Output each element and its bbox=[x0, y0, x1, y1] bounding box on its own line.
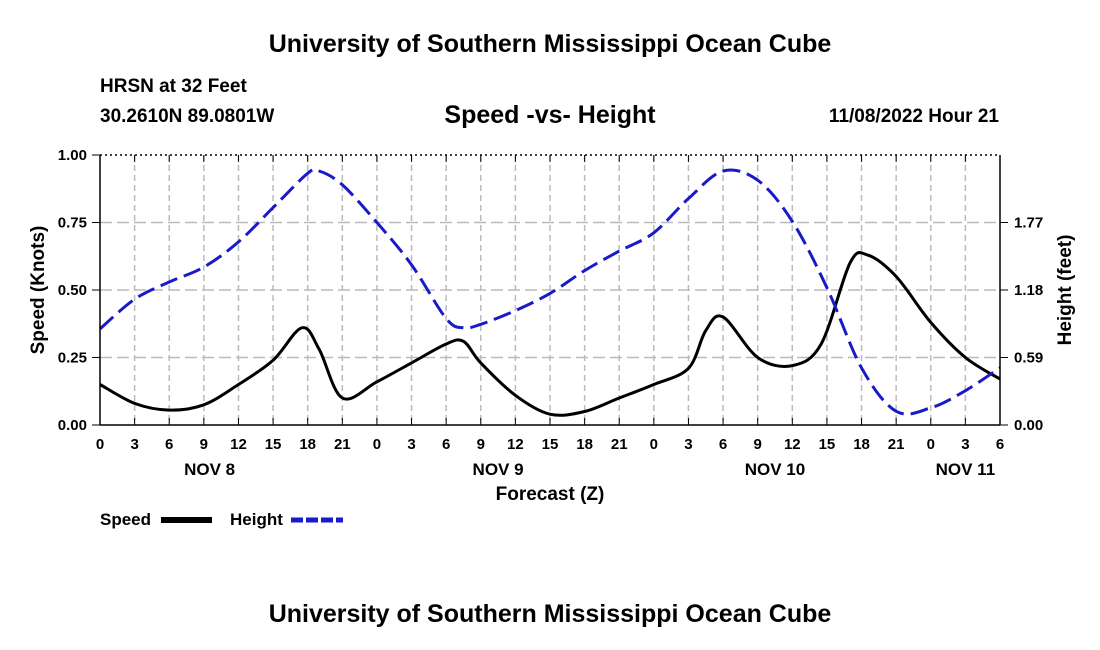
x-tick-label: 0 bbox=[927, 436, 935, 453]
x-tick-label: 18 bbox=[299, 436, 316, 453]
x-tick-label: 6 bbox=[165, 436, 173, 453]
date-label: NOV 11 bbox=[936, 460, 996, 479]
speed-series-line bbox=[99, 251, 1001, 417]
date-label: NOV 8 bbox=[184, 460, 235, 479]
station-coordinates: 30.2610N 89.0801W bbox=[100, 106, 275, 127]
x-tick-label: 12 bbox=[507, 436, 524, 453]
y2-tick-label: 1.77 bbox=[1014, 215, 1043, 232]
y2-tick-label: 0.00 bbox=[1014, 417, 1043, 434]
x-axis-title: Forecast (Z) bbox=[496, 484, 605, 505]
footer-title: University of Southern Mississippi Ocean… bbox=[268, 600, 832, 628]
x-tick-label: 15 bbox=[265, 436, 282, 453]
x-tick-label: 6 bbox=[442, 436, 450, 453]
x-tick-label: 6 bbox=[996, 436, 1004, 453]
y-tick-label: 0.75 bbox=[58, 215, 87, 232]
y-tick-label: 1.00 bbox=[58, 147, 87, 164]
legend-speed-label: Speed bbox=[100, 510, 151, 529]
x-tick-label: 0 bbox=[650, 436, 658, 453]
date-label: NOV 9 bbox=[473, 460, 524, 479]
station-label: HRSN at 32 Feet bbox=[100, 76, 247, 97]
y-tick-label: 0.00 bbox=[58, 417, 87, 434]
x-tick-label: 12 bbox=[230, 436, 247, 453]
y-tick-label: 0.25 bbox=[58, 350, 87, 367]
date-label: NOV 10 bbox=[745, 460, 805, 479]
legend-height-label: Height bbox=[230, 510, 283, 529]
x-tick-label: 15 bbox=[819, 436, 836, 453]
x-tick-label: 9 bbox=[477, 436, 485, 453]
chart-subtitle: Speed -vs- Height bbox=[444, 101, 656, 129]
y2-tick-label: 0.59 bbox=[1014, 350, 1043, 367]
speed-height-chart: 0 3 6 9 12 15 18 21 0 3 6 9 12 15 18 21 0 3 6 9 12 15 18 21 0 3 6N… bbox=[28, 147, 1076, 529]
x-tick-label: 21 bbox=[611, 436, 628, 453]
series-lines bbox=[99, 167, 1001, 417]
x-tick-label: 18 bbox=[853, 436, 870, 453]
x-tick-label: 3 bbox=[684, 436, 692, 453]
x-tick-label: 21 bbox=[334, 436, 351, 453]
right-axis-title: Height (feet) bbox=[1055, 235, 1076, 346]
y-tick-label: 0.50 bbox=[58, 282, 87, 299]
x-tick-label: 0 bbox=[373, 436, 381, 453]
x-tick-label: 0 bbox=[96, 436, 104, 453]
plot-frame bbox=[92, 154, 1008, 426]
x-tick-label: 3 bbox=[130, 436, 138, 453]
x-tick-label: 9 bbox=[200, 436, 208, 453]
page-title: University of Southern Mississippi Ocean… bbox=[268, 30, 832, 58]
height-series-line bbox=[99, 167, 1001, 416]
x-tick-label: 21 bbox=[888, 436, 905, 453]
forecast-timestamp: 11/08/2022 Hour 21 bbox=[828, 106, 999, 127]
x-tick-label: 15 bbox=[542, 436, 559, 453]
x-tick-label: 18 bbox=[576, 436, 593, 453]
x-tick-label: 9 bbox=[754, 436, 762, 453]
y2-tick-label: 1.18 bbox=[1014, 282, 1043, 299]
left-axis-title: Speed (Knots) bbox=[28, 226, 49, 355]
grid-lines bbox=[100, 155, 1000, 425]
x-tick-label: 3 bbox=[961, 436, 969, 453]
x-tick-label: 3 bbox=[407, 436, 415, 453]
axis-labels: 0 3 6 9 12 15 18 21 0 3 6 9 12 15 18 21 0 3 6 9 12 15 18 21 0 3 6N… bbox=[58, 147, 1043, 479]
x-tick-label: 12 bbox=[784, 436, 801, 453]
x-tick-label: 6 bbox=[719, 436, 727, 453]
